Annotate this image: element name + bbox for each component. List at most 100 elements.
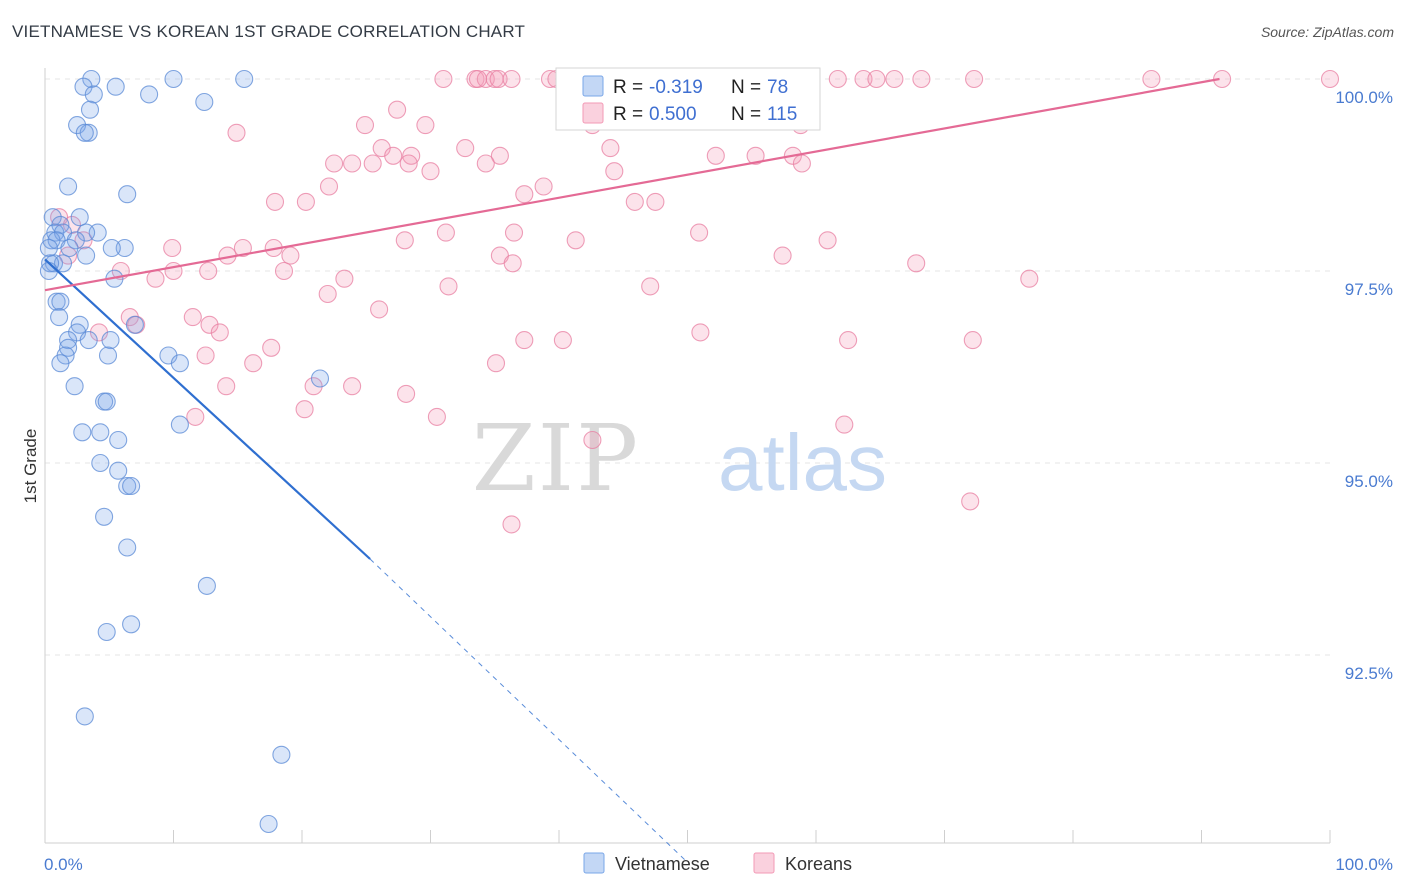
legend-n-value: 78 — [767, 77, 788, 98]
series-koreans — [50, 69, 1340, 534]
korean-point — [961, 492, 980, 511]
korean-point — [773, 246, 792, 265]
korean-trend-line — [44, 77, 1220, 292]
korean-point — [227, 123, 246, 142]
korean-point — [395, 231, 414, 250]
korean-point — [388, 100, 407, 119]
korean-point — [828, 69, 847, 89]
vietnamese-point — [122, 476, 141, 496]
correlation-legend: R = -0.319 N = 78 R = 0.500 N = 115 — [555, 67, 821, 131]
korean-point — [583, 430, 602, 450]
korean-point — [335, 269, 354, 288]
korean-point — [318, 284, 337, 304]
korean-point — [427, 407, 446, 426]
series-legend-label: Vietnamese — [615, 854, 710, 874]
vietnamese-point — [109, 430, 128, 450]
vietnamese-point — [102, 238, 121, 258]
korean-point — [625, 192, 644, 211]
vietnamese-point — [164, 69, 183, 89]
vietnamese-point — [195, 92, 214, 112]
watermark-atlas: atlas — [718, 418, 887, 507]
korean-point — [370, 300, 389, 319]
korean-point — [262, 338, 281, 357]
vietnamese-point — [59, 177, 78, 196]
korean-point — [601, 139, 620, 158]
korean-point — [912, 69, 931, 89]
vietnamese-point — [51, 354, 70, 373]
vietnamese-point — [60, 238, 79, 258]
korean-point — [421, 162, 440, 181]
korean-point — [965, 69, 984, 89]
korean-point — [233, 238, 252, 258]
korean-point — [1020, 269, 1039, 288]
legend-n-label: N = — [731, 77, 761, 98]
korean-point — [436, 223, 455, 242]
korean-point — [486, 354, 506, 373]
vietnamese-point — [118, 538, 137, 557]
legend-r-label: R = — [613, 77, 643, 98]
korean-point — [854, 69, 873, 89]
korean-point — [690, 223, 709, 242]
vietnamese-point — [50, 308, 69, 327]
x-tick-labels: 0.0% 100.0% — [44, 855, 1393, 874]
vietnamese-point — [106, 77, 125, 96]
x-tick-label: 100.0% — [1335, 855, 1393, 874]
korean-point — [839, 331, 858, 350]
axes — [44, 68, 1331, 844]
vietnamese-point — [140, 85, 159, 104]
korean-point — [295, 400, 314, 419]
series-legend: Vietnamese Koreans — [583, 852, 852, 874]
korean-point — [502, 515, 521, 534]
korean-point — [217, 377, 236, 396]
vietnamese-point — [82, 69, 101, 89]
korean-point — [343, 377, 362, 396]
vietnamese-point — [77, 246, 96, 265]
legend-n-label: N = — [731, 104, 761, 125]
vietnamese-point — [91, 423, 110, 442]
trend-lines — [44, 77, 1220, 863]
korean-point — [434, 69, 453, 89]
korean-point — [490, 146, 509, 165]
vietnamese-point — [75, 123, 94, 142]
vietnamese-point — [125, 315, 144, 334]
vietnamese-point — [51, 292, 70, 311]
vietnamese-point — [235, 69, 254, 89]
vietnamese-point — [75, 707, 94, 726]
legend-swatch — [582, 75, 604, 97]
vietnamese-point — [170, 354, 189, 373]
legend-box — [555, 67, 821, 131]
korean-point — [265, 192, 285, 211]
korean-point — [199, 261, 218, 281]
korean-point — [399, 154, 418, 173]
korean-point — [489, 69, 508, 89]
vietnamese-point — [109, 461, 128, 480]
legend-r-value: 0.500 — [649, 104, 697, 125]
korean-point — [200, 315, 219, 334]
korean-point — [416, 116, 435, 135]
korean-point — [534, 177, 553, 196]
korean-point — [646, 192, 665, 211]
vietnamese-point — [79, 331, 98, 350]
korean-point — [456, 139, 475, 158]
vietnamese-point — [59, 331, 78, 350]
vietnamese-point — [43, 208, 62, 227]
korean-point — [502, 69, 521, 89]
korean-point — [343, 154, 362, 173]
vietnamese-point — [84, 85, 103, 104]
vietnamese-point — [272, 745, 291, 764]
korean-point — [274, 261, 294, 281]
korean-point — [515, 331, 534, 350]
korean-point — [566, 231, 585, 250]
korean-point — [210, 323, 229, 342]
vietnamese-point — [118, 185, 137, 204]
legend-n-value: 115 — [767, 104, 797, 125]
vietnamese-point — [39, 238, 58, 258]
vietnamese-point — [97, 622, 116, 642]
korean-point — [503, 254, 522, 273]
korean-point — [641, 277, 660, 296]
korean-point — [363, 154, 382, 173]
korean-point — [296, 192, 315, 211]
korean-point — [476, 154, 495, 173]
y-tick-label: 100.0% — [1335, 88, 1393, 107]
